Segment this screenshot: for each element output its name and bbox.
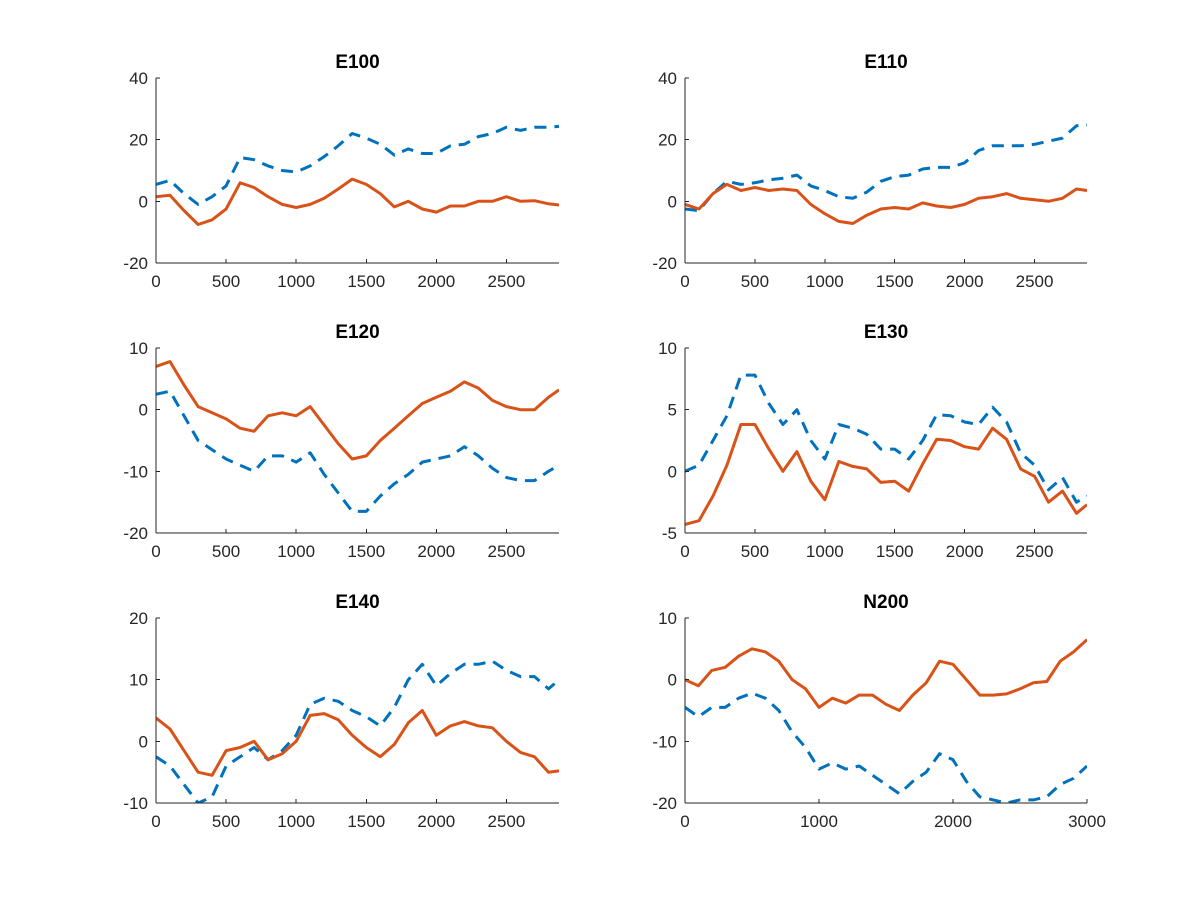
x-tick-label: 2000 (946, 272, 984, 291)
chart-title: N200 (863, 592, 908, 613)
x-tick-label: 0 (151, 812, 160, 831)
x-tick-label: 500 (212, 542, 240, 561)
y-tick-label: 0 (139, 732, 148, 751)
y-tick-label: -20 (123, 254, 148, 273)
x-tick-label: 3000 (1068, 812, 1106, 831)
y-tick-label: 0 (139, 401, 148, 420)
x-tick-label: 0 (680, 272, 689, 291)
y-tick-label: 20 (129, 609, 148, 628)
y-tick-label: 0 (668, 192, 677, 211)
chart-title: E100 (335, 52, 379, 73)
x-tick-label: 0 (680, 542, 689, 561)
y-tick-label: -20 (652, 254, 677, 273)
x-tick-label: 1000 (277, 542, 315, 561)
x-tick-label: 500 (741, 272, 769, 291)
x-tick-label: 1500 (876, 542, 914, 561)
x-tick-label: 500 (212, 272, 240, 291)
chart-title: E140 (335, 592, 379, 613)
x-tick-label: 2500 (488, 812, 526, 831)
y-tick-label: 10 (658, 339, 677, 358)
x-tick-label: 0 (151, 272, 160, 291)
y-tick-label: 40 (658, 69, 677, 88)
y-tick-label: 10 (658, 609, 677, 628)
x-tick-label: 0 (151, 542, 160, 561)
x-tick-label: 1000 (277, 272, 315, 291)
chart-title: E110 (864, 52, 907, 73)
y-tick-label: 0 (668, 462, 677, 481)
y-tick-label: 10 (129, 671, 148, 690)
y-tick-label: 40 (129, 69, 148, 88)
chart-title: E120 (335, 322, 379, 343)
y-tick-label: -20 (123, 524, 148, 543)
x-tick-label: 1500 (347, 272, 385, 291)
y-tick-label: -20 (652, 794, 677, 813)
x-tick-label: 1500 (876, 272, 914, 291)
y-tick-label: -5 (662, 524, 677, 543)
x-tick-label: 2000 (946, 542, 984, 561)
y-tick-label: -10 (652, 732, 677, 751)
y-tick-label: 0 (139, 192, 148, 211)
y-tick-label: 20 (129, 131, 148, 150)
x-tick-label: 1000 (800, 812, 838, 831)
y-tick-label: -10 (123, 794, 148, 813)
x-tick-label: 2500 (488, 542, 526, 561)
y-tick-label: 20 (658, 131, 677, 150)
x-tick-label: 1000 (277, 812, 315, 831)
y-tick-label: -10 (123, 462, 148, 481)
y-tick-label: 10 (129, 339, 148, 358)
x-tick-label: 2000 (934, 812, 972, 831)
y-tick-label: 5 (668, 401, 677, 420)
chart-title: E130 (864, 322, 908, 343)
x-tick-label: 2500 (488, 272, 526, 291)
y-tick-label: 0 (668, 671, 677, 690)
x-tick-label: 1500 (347, 542, 385, 561)
x-tick-label: 2500 (1016, 542, 1054, 561)
x-tick-label: 1500 (347, 812, 385, 831)
x-tick-label: 500 (212, 812, 240, 831)
x-tick-label: 500 (741, 542, 769, 561)
x-tick-label: 0 (680, 812, 689, 831)
x-tick-label: 2000 (417, 812, 455, 831)
x-tick-label: 1000 (806, 272, 844, 291)
x-tick-label: 2000 (417, 542, 455, 561)
x-tick-label: 2500 (1016, 272, 1054, 291)
x-tick-label: 2000 (417, 272, 455, 291)
x-tick-label: 1000 (806, 542, 844, 561)
